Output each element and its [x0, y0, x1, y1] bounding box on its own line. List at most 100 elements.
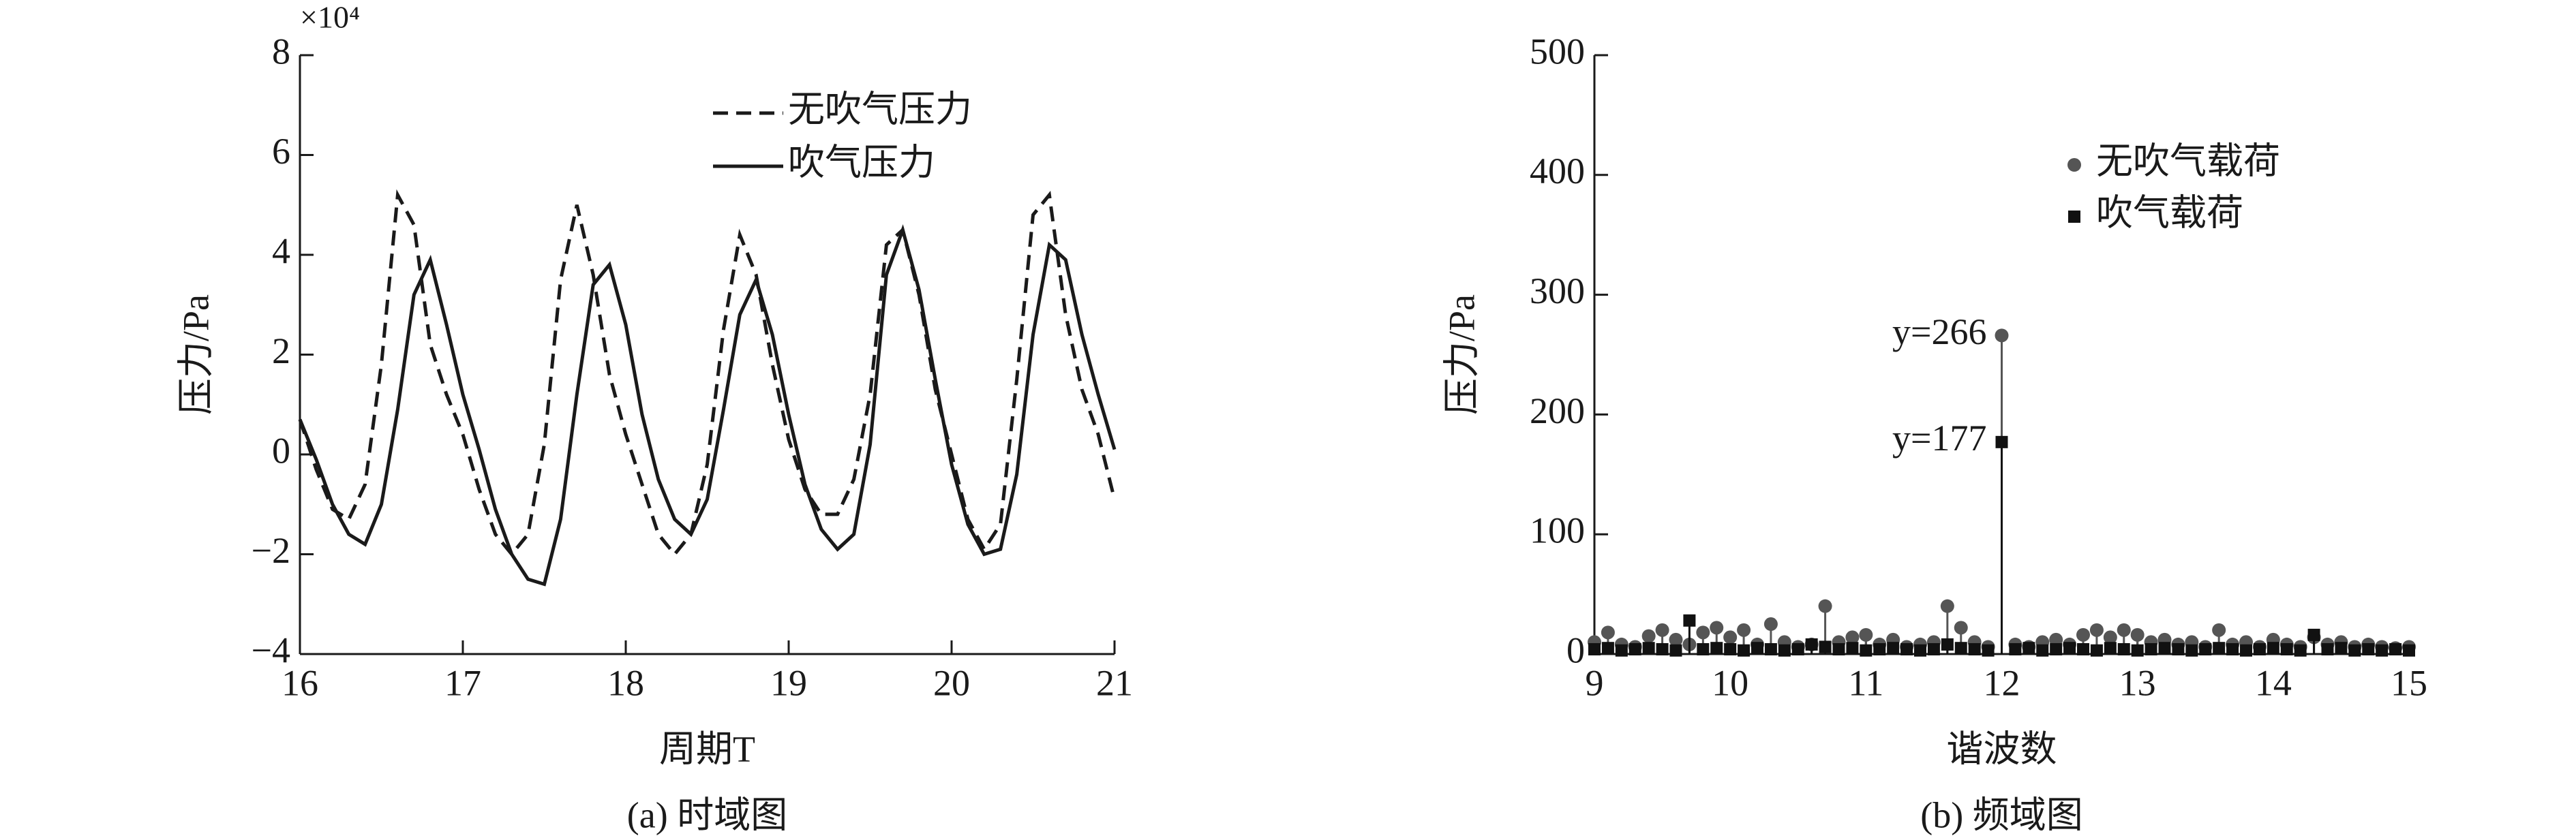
marker: [1615, 644, 1628, 657]
marker: [1927, 642, 1940, 655]
marker: [2362, 642, 2375, 655]
marker: [1968, 642, 1981, 655]
marker: [2212, 623, 2226, 637]
marker: [2090, 644, 2103, 657]
marker: [2213, 642, 2226, 655]
marker: [1805, 638, 1818, 651]
marker: [2240, 644, 2252, 657]
marker: [1900, 642, 1913, 655]
marker: [2117, 623, 2131, 637]
marker: [2036, 644, 2049, 657]
y-tick-label: −4: [252, 630, 290, 670]
marker: [2131, 644, 2144, 657]
marker: [2103, 630, 2117, 645]
x-tick-label: 16: [282, 662, 318, 703]
marker: [1860, 644, 1873, 657]
marker: [2321, 642, 2334, 655]
marker: [1845, 630, 1860, 645]
legend-label: 吹气载荷: [2096, 192, 2243, 233]
marker: [2294, 644, 2307, 657]
marker: [2199, 642, 2212, 655]
marker: [1655, 623, 1669, 637]
data-label: y=177: [1892, 418, 1986, 459]
marker: [2389, 642, 2402, 655]
marker: [1751, 642, 1763, 655]
marker: [2076, 627, 2090, 642]
marker: [2063, 642, 2076, 655]
marker: [2267, 642, 2279, 655]
y-tick-label: 300: [1530, 270, 1585, 311]
marker: [1995, 435, 2008, 448]
y-tick-label: 0: [272, 430, 290, 471]
marker: [1723, 630, 1738, 645]
marker: [1737, 623, 1751, 637]
y-tick-label: 0: [1566, 630, 1585, 670]
legend-swatch: [2067, 158, 2081, 172]
caption: (a) 时域图: [627, 794, 787, 835]
legend-label: 无吹气载荷: [2096, 140, 2280, 181]
marker: [2376, 644, 2389, 657]
marker: [1628, 642, 1641, 655]
chart-panel: −4 −2 0 2 4 6 8 16 17 18 19 20 21 周期T 压力/Pa (a) 时域图 ×10⁴…: [175, 0, 1133, 835]
marker: [1873, 642, 1886, 655]
marker: [1669, 632, 1683, 647]
marker: [1914, 644, 1926, 657]
y-tick-label: 8: [272, 31, 290, 72]
marker: [2089, 623, 2104, 637]
marker: [2226, 642, 2239, 655]
marker: [1995, 328, 2009, 343]
marker: [2077, 642, 2089, 655]
marker: [1710, 621, 1724, 635]
marker: [2049, 632, 2063, 647]
marker: [2104, 642, 2117, 655]
x-tick-label: 10: [1712, 662, 1748, 703]
marker: [1982, 644, 1995, 657]
marker: [1778, 644, 1791, 657]
marker: [1763, 617, 1778, 632]
marker: [2022, 642, 2035, 655]
marker: [1859, 627, 1873, 642]
marker: [1641, 629, 1656, 643]
x-axis-label: 周期T: [659, 728, 755, 769]
marker: [1669, 644, 1682, 657]
marker: [1656, 642, 1669, 655]
marker: [2117, 642, 2130, 655]
marker: [1818, 599, 1832, 613]
marker: [2158, 642, 2171, 655]
marker: [2009, 642, 2022, 655]
x-tick-label: 9: [1586, 662, 1604, 703]
marker: [1764, 642, 1777, 655]
y-tick-label: −2: [252, 530, 290, 571]
x-tick-label: 11: [1848, 662, 1883, 703]
marker: [1738, 644, 1751, 657]
line-series: [298, 224, 1117, 587]
x-tick-label: 14: [2255, 662, 2292, 703]
y-axis-label: 压力/Pa: [175, 294, 216, 415]
marker: [1601, 642, 1614, 655]
y-axis-label: 压力/Pa: [1441, 294, 1482, 415]
marker: [1887, 642, 1900, 655]
caption: (b) 频域图: [1920, 794, 2082, 835]
marker: [2145, 642, 2157, 655]
marker: [1710, 642, 1723, 655]
x-tick-label: 12: [1984, 662, 2020, 703]
marker: [1846, 642, 1859, 655]
marker: [1601, 625, 1615, 640]
y-tick-label: 4: [272, 230, 290, 271]
legend-label: 吹气压力: [788, 142, 935, 183]
x-tick-label: 18: [607, 662, 644, 703]
marker: [1954, 642, 1967, 655]
marker: [2335, 642, 2348, 655]
marker: [1642, 642, 1655, 655]
marker: [1832, 642, 1845, 655]
marker: [2130, 627, 2145, 642]
x-tick-label: 21: [1096, 662, 1133, 703]
legend-label: 无吹气压力: [788, 89, 972, 129]
y-tick-label: 200: [1530, 390, 1585, 431]
marker: [2307, 628, 2320, 641]
marker: [2280, 642, 2293, 655]
line-series: [298, 189, 1117, 557]
marker: [2185, 644, 2198, 657]
